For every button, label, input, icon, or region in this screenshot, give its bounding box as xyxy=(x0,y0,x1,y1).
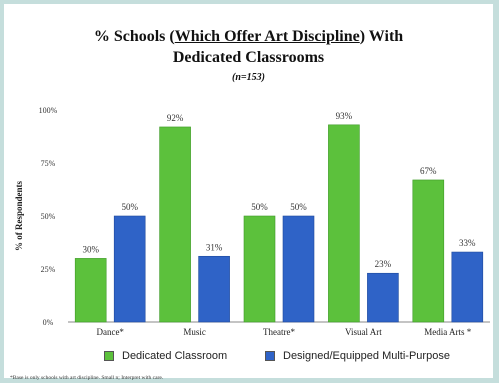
chart-title-line1: % Schools (Which Offer Art Discipline) W… xyxy=(4,28,493,46)
legend-label-designed: Designed/Equipped Multi-Purpose xyxy=(283,350,450,362)
chart-subtitle: (n=153) xyxy=(232,72,265,83)
y-axis-label: % of Respondents xyxy=(14,181,24,252)
legend-swatch-dedicated xyxy=(104,351,114,361)
chart-title-line2: Dedicated Classrooms xyxy=(172,49,325,66)
data-label: 30% xyxy=(82,244,99,254)
x-tick-label: Visual Art xyxy=(345,327,382,337)
bar-designed xyxy=(367,272,399,323)
data-label: 50% xyxy=(251,202,268,212)
title-prefix: % Schools ( xyxy=(93,28,175,45)
data-label: 23% xyxy=(375,259,392,269)
x-tick-label: Theatre* xyxy=(263,327,295,337)
y-tick-label: 100% xyxy=(39,106,58,115)
bar-dedicated xyxy=(159,126,191,323)
bar-designed xyxy=(198,255,230,323)
bar-dedicated xyxy=(243,215,276,323)
data-label: 50% xyxy=(121,202,138,212)
y-tick-label: 50% xyxy=(41,212,56,221)
x-tick-label: Music xyxy=(183,327,206,337)
y-tick-label: 0% xyxy=(43,318,54,327)
chart-card: % Schools (Which Offer Art Discipline) W… xyxy=(4,4,493,381)
bar-designed xyxy=(113,215,146,323)
bar-chart: 0% 25% 50% 75% 100% % of Respondents 30% 50% Dan… xyxy=(14,106,490,337)
title-underlined: Which Offer Art Discipline xyxy=(174,28,360,45)
legend-swatch-designed xyxy=(265,351,275,361)
bar-dedicated xyxy=(328,124,360,323)
data-label: 50% xyxy=(290,202,307,212)
data-label: 67% xyxy=(420,166,437,176)
x-tick-label: Dance* xyxy=(96,327,124,337)
legend-item-designed: Designed/Equipped Multi-Purpose xyxy=(265,350,450,362)
y-tick-label: 75% xyxy=(41,159,56,168)
title-suffix: ) With xyxy=(359,28,404,45)
footnote: *Base is only schools with art disciplin… xyxy=(10,375,164,381)
data-label: 93% xyxy=(336,111,353,121)
data-label: 33% xyxy=(459,238,476,248)
bar-dedicated xyxy=(412,179,445,323)
bar-designed xyxy=(282,215,315,323)
bar-designed xyxy=(451,251,484,323)
legend-label-dedicated: Dedicated Classroom xyxy=(122,350,228,362)
data-label: 31% xyxy=(206,242,223,252)
bar-dedicated xyxy=(74,258,107,323)
x-tick-label: Media Arts * xyxy=(424,327,471,337)
legend-item-dedicated: Dedicated Classroom xyxy=(104,350,227,362)
y-tick-label: 25% xyxy=(41,265,56,274)
data-label: 92% xyxy=(167,113,184,123)
